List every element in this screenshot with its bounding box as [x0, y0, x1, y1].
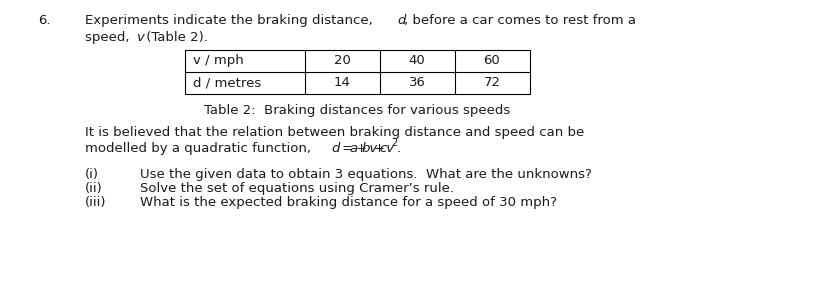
Text: , before a car comes to rest from a: , before a car comes to rest from a: [403, 14, 635, 27]
Text: 36: 36: [408, 76, 425, 89]
Text: 20: 20: [333, 54, 350, 67]
Text: (i): (i): [85, 168, 99, 181]
Text: 72: 72: [483, 76, 500, 89]
Text: It is believed that the relation between braking distance and speed can be: It is believed that the relation between…: [85, 126, 584, 139]
Text: a: a: [349, 142, 357, 155]
Text: d / metres: d / metres: [193, 76, 261, 89]
Text: =: =: [337, 142, 352, 155]
Text: bv: bv: [361, 142, 377, 155]
Text: modelled by a quadratic function,: modelled by a quadratic function,: [85, 142, 315, 155]
Text: (iii): (iii): [85, 196, 107, 209]
Text: v / mph: v / mph: [193, 54, 243, 67]
Text: (Table 2).: (Table 2).: [141, 31, 208, 44]
Text: d: d: [397, 14, 405, 27]
Text: 60: 60: [483, 54, 500, 67]
Text: +: +: [373, 142, 384, 155]
Text: speed,: speed,: [85, 31, 134, 44]
Text: 14: 14: [333, 76, 350, 89]
Bar: [184, 50, 529, 94]
Text: (ii): (ii): [85, 182, 103, 195]
Text: Experiments indicate the braking distance,: Experiments indicate the braking distanc…: [85, 14, 376, 27]
Text: .: .: [396, 142, 400, 155]
Text: 40: 40: [409, 54, 425, 67]
Text: v: v: [136, 31, 144, 44]
Text: 6.: 6.: [38, 14, 50, 27]
Text: cv: cv: [379, 142, 394, 155]
Text: Table 2:  Braking distances for various speeds: Table 2: Braking distances for various s…: [203, 104, 509, 117]
Text: +: +: [355, 142, 366, 155]
Text: Use the given data to obtain 3 equations.  What are the unknowns?: Use the given data to obtain 3 equations…: [140, 168, 591, 181]
Text: 2: 2: [391, 138, 397, 148]
Text: Solve the set of equations using Cramer’s rule.: Solve the set of equations using Cramer’…: [140, 182, 453, 195]
Text: d: d: [332, 142, 340, 155]
Text: What is the expected braking distance for a speed of 30 mph?: What is the expected braking distance fo…: [140, 196, 557, 209]
